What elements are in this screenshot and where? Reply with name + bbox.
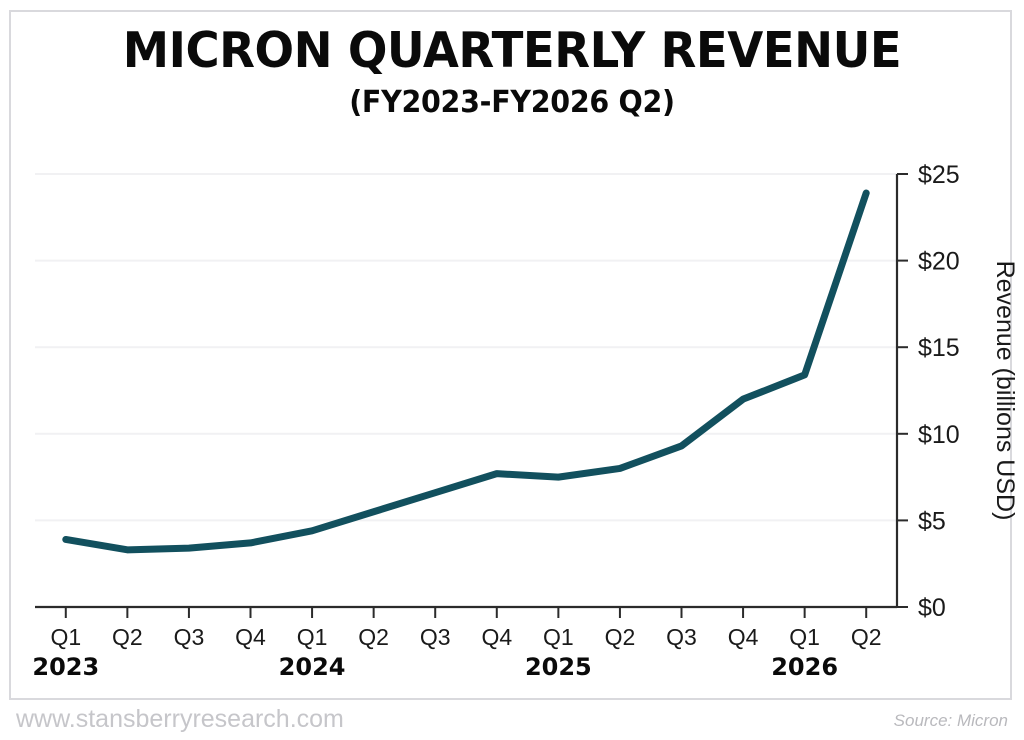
- footer-website[interactable]: www.stansberryresearch.com: [16, 705, 344, 733]
- chart-subtitle: (FY2023-FY2026 Q2): [349, 84, 675, 120]
- footer: www.stansberryresearch.com Source: Micro…: [0, 705, 1024, 740]
- chart-title: MICRON QUARTERLY REVENUE: [122, 22, 902, 79]
- title-block: MICRON QUARTERLY REVENUE (FY2023-FY2026 …: [0, 22, 1024, 120]
- footer-source: Source: Micron: [893, 711, 1008, 730]
